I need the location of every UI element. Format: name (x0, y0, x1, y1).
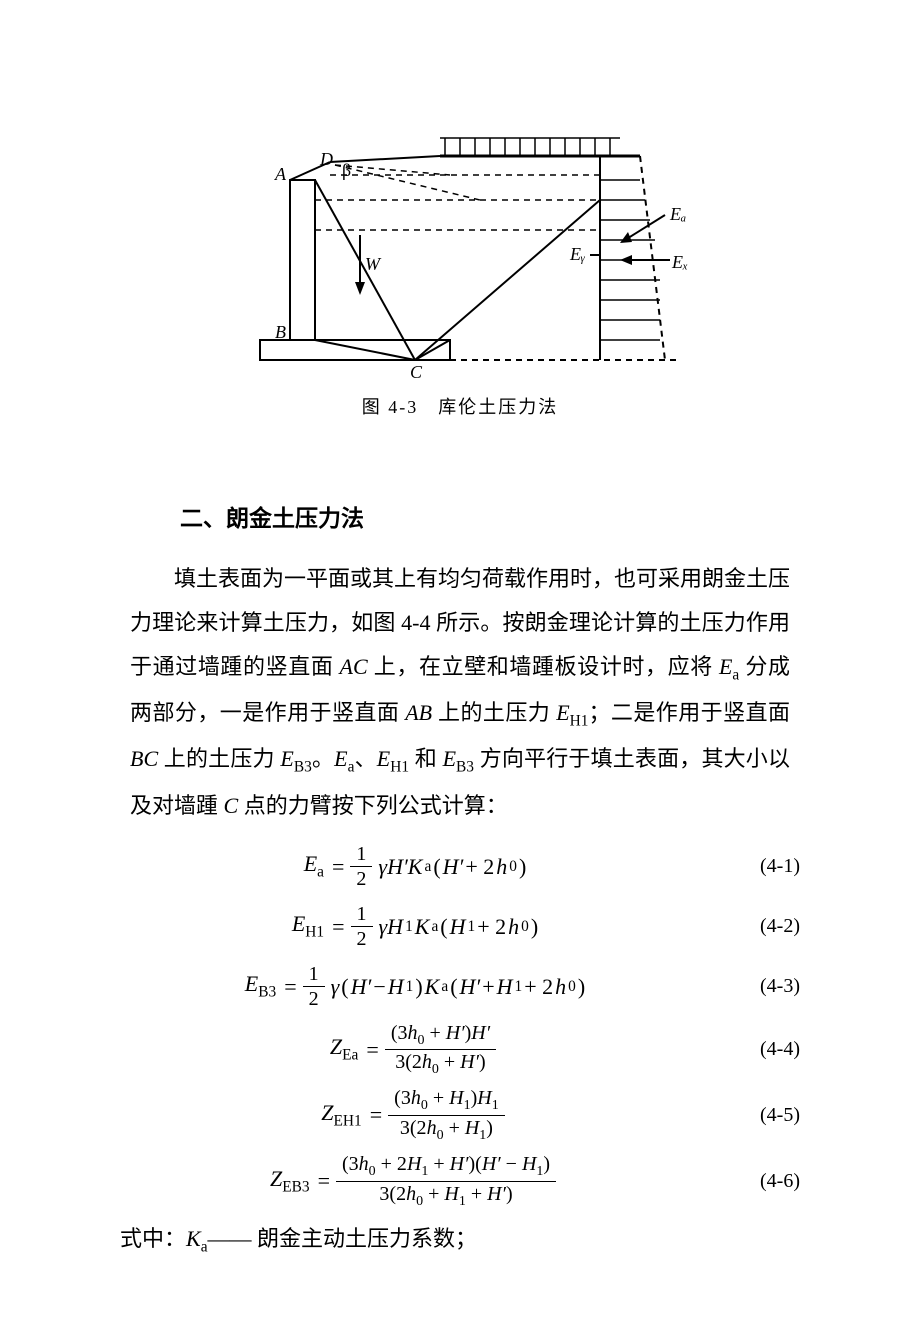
equation-row: EH1 = 12 γH1Ka( H1 + 2h0)(4-2) (120, 902, 800, 952)
label-C: C (410, 362, 423, 380)
equation-row: ZEB3 = (3h0 + 2H1 + H′)(H′ − H1)3(2h0 + … (120, 1153, 800, 1209)
label-A: A (274, 164, 287, 184)
equation-row: ZEa = (3h0 + H′)H′3(2h0 + H′)(4-4) (120, 1022, 800, 1078)
label-Ex: Eₓ (671, 252, 688, 272)
figure-svg: A D β B C W Eₐ Eᵧ Eₓ (220, 120, 700, 380)
figure-caption: 图 4-3 库伦土压力法 (120, 393, 800, 419)
section-title: 二、朗金土压力法 (180, 499, 800, 533)
label-Ey: Eᵧ (569, 244, 585, 264)
where-clause: 式中：Ka—— 朗金主动土压力系数； (120, 1221, 800, 1256)
equation-body: ZEH1 = (3h0 + H1)H13(2h0 + H1) (120, 1087, 710, 1143)
equation-body: ZEB3 = (3h0 + 2H1 + H′)(H′ − H1)3(2h0 + … (120, 1153, 710, 1209)
equation-row: Ea = 12 γH′Ka( H′ + 2h0)(4-1) (120, 842, 800, 892)
equation-number: (4-5) (710, 1104, 800, 1127)
label-D: D (319, 149, 333, 169)
equation-row: ZEH1 = (3h0 + H1)H13(2h0 + H1)(4-5) (120, 1087, 800, 1143)
equation-body: ZEa = (3h0 + H′)H′3(2h0 + H′) (120, 1022, 710, 1078)
equation-row: EB3 = 12 γ(H′ − H1)Ka( H′ + H1 + 2h0)(4-… (120, 962, 800, 1012)
equation-number: (4-1) (710, 855, 800, 878)
equation-block: Ea = 12 γH′Ka( H′ + 2h0)(4-1) EH1 = 12 γH… (120, 842, 800, 1209)
label-Ea: Eₐ (669, 204, 686, 224)
label-B: B (275, 322, 286, 342)
equation-body: EH1 = 12 γH1Ka( H1 + 2h0) (120, 903, 710, 950)
page: A D β B C W Eₐ Eᵧ Eₓ 图 4-3 库伦土压力法 二、朗金土压… (0, 0, 920, 1334)
equation-body: Ea = 12 γH′Ka( H′ + 2h0) (120, 843, 710, 890)
body-paragraph: 填土表面为一平面或其上有均匀荷载作用时，也可采用朗金土压力理论来计算土压力，如图… (130, 557, 790, 828)
equation-number: (4-6) (710, 1170, 800, 1193)
equation-number: (4-2) (710, 915, 800, 938)
label-beta: β (342, 160, 351, 180)
equation-number: (4-3) (710, 975, 800, 998)
equation-body: EB3 = 12 γ(H′ − H1)Ka( H′ + H1 + 2h0) (120, 963, 710, 1010)
label-W: W (365, 254, 382, 274)
figure-4-3: A D β B C W Eₐ Eᵧ Eₓ 图 4-3 库伦土压力法 (120, 120, 800, 419)
equation-number: (4-4) (710, 1038, 800, 1061)
